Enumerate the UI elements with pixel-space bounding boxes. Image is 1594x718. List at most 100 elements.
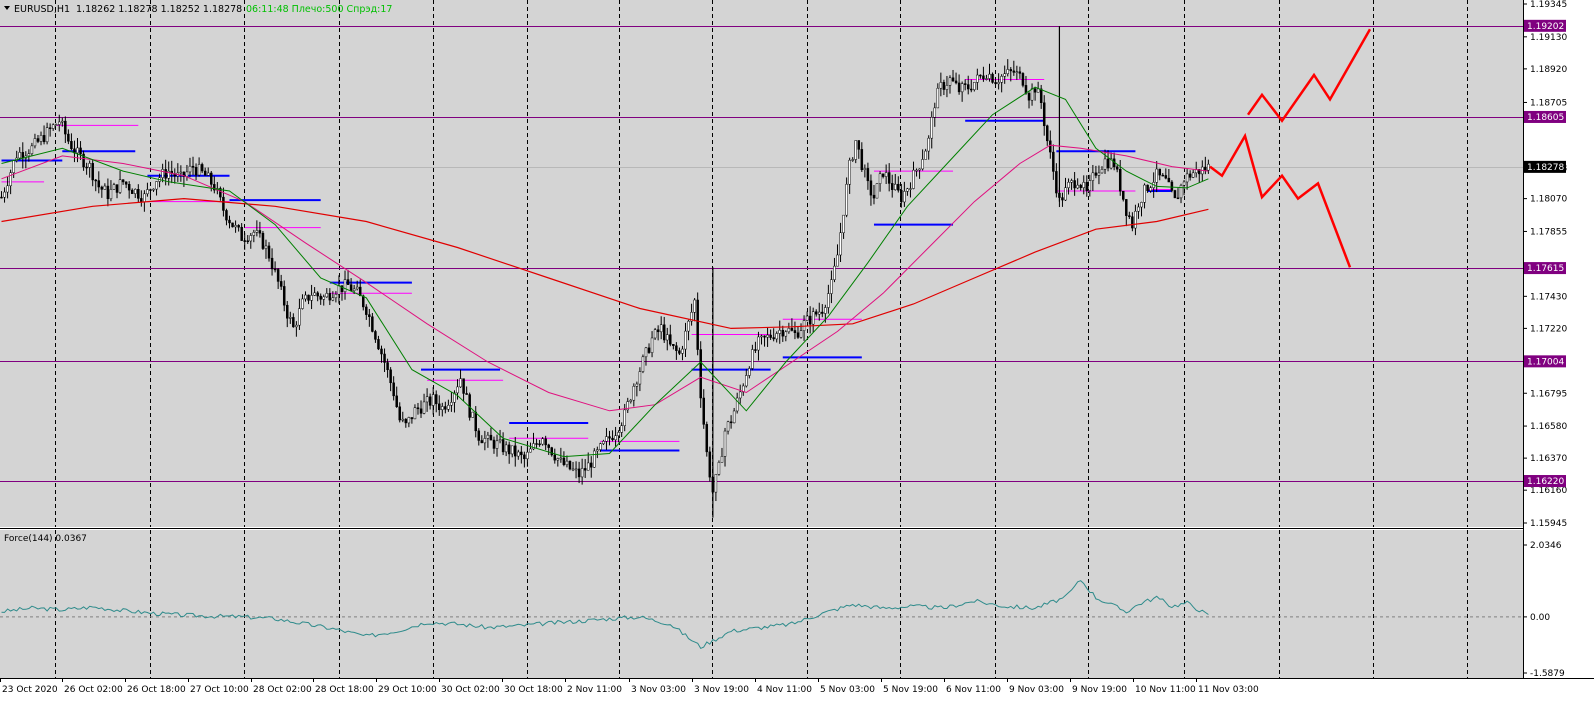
price-tick-label: 1.19130: [1530, 33, 1567, 43]
candle-body: [289, 317, 292, 319]
candle-body: [243, 240, 246, 242]
candle-body: [799, 330, 803, 338]
candle-body: [352, 288, 356, 292]
candle-body: [808, 315, 812, 325]
candle-body: [632, 386, 636, 401]
candle-body: [735, 397, 739, 412]
candle-body: [240, 226, 243, 241]
candle-body: [58, 121, 61, 125]
candle-body: [383, 353, 386, 363]
candle-body: [121, 179, 125, 183]
candle-body: [267, 245, 271, 259]
candle-body: [997, 82, 1000, 85]
candle-body: [991, 73, 994, 83]
candle-body: [27, 153, 31, 157]
candle-body: [6, 185, 9, 193]
candle-body: [270, 257, 274, 270]
candle-body: [605, 436, 608, 442]
candle-body: [641, 356, 645, 372]
candle-body: [331, 297, 335, 301]
price-tick-label: 1.16160: [1530, 486, 1567, 496]
ma-slow-line: [1, 197, 1209, 330]
candle-body: [1191, 172, 1195, 178]
candle-body: [1006, 69, 1009, 75]
candle-body: [988, 73, 991, 79]
candle-body: [1036, 88, 1040, 93]
candle-body: [872, 194, 876, 199]
force-indicator: [0, 580, 1523, 650]
candle-body: [76, 147, 79, 154]
candle-body: [258, 230, 262, 234]
candle-body: [973, 82, 976, 90]
candle-body: [185, 171, 189, 177]
candle-body: [538, 443, 541, 446]
candle-body: [842, 214, 845, 234]
candle-body: [514, 445, 517, 457]
price-tick-label: 1.18705: [1530, 98, 1567, 108]
candle-body: [127, 184, 131, 191]
candle-body: [465, 393, 468, 395]
candle-body: [42, 135, 46, 143]
candle-body: [930, 117, 933, 139]
candle-body: [547, 444, 550, 448]
candle-body: [328, 293, 332, 301]
candle-body: [568, 460, 572, 470]
candle-body: [745, 375, 748, 387]
time-tick-label: 2 Nov 11:00: [567, 685, 622, 695]
vertical-grid: [55, 0, 1468, 678]
candle-body: [134, 189, 137, 194]
level-price-badge: [1524, 110, 1566, 123]
candle-body: [507, 444, 511, 455]
candle-body: [751, 349, 754, 369]
candle-body: [833, 265, 836, 280]
candle-body: [386, 362, 389, 371]
candle-body: [191, 165, 195, 168]
indicator-panel[interactable]: [0, 530, 1523, 678]
candle-body: [292, 317, 295, 328]
candle-body: [431, 394, 435, 406]
candle-body: [210, 172, 213, 185]
candle-body: [1185, 173, 1189, 183]
candle-body: [325, 293, 329, 298]
candle-body: [1207, 163, 1210, 171]
candle-body: [787, 328, 791, 333]
candle-body: [976, 74, 979, 83]
candle-body: [36, 138, 40, 142]
candle-body: [763, 335, 766, 338]
candle-body: [118, 179, 122, 193]
candle-body: [1188, 173, 1192, 178]
candle-body: [623, 409, 626, 426]
candle-body: [1064, 187, 1067, 201]
candle-body: [1030, 88, 1034, 101]
candle-body: [672, 344, 675, 346]
candle-body: [109, 189, 113, 200]
candle-body: [444, 406, 447, 410]
candle-body: [1106, 158, 1110, 169]
candle-body: [203, 170, 207, 176]
candle-body: [1149, 187, 1152, 191]
candle-body: [438, 403, 441, 410]
candle-body: [167, 170, 170, 179]
level-price-label: 1.16220: [1527, 477, 1564, 487]
candle-body: [1052, 151, 1055, 172]
candle-body: [1073, 180, 1076, 189]
main-chart-panel[interactable]: [0, 0, 1523, 527]
candle-body: [520, 451, 523, 456]
candle-body: [1055, 171, 1058, 194]
candle-body: [425, 396, 429, 403]
candle-body: [933, 107, 937, 118]
candle-body: [1082, 182, 1085, 188]
candle-body: [1012, 70, 1016, 73]
collapse-arrow-icon[interactable]: [4, 6, 10, 10]
candle-body: [915, 169, 918, 172]
candle-body: [894, 183, 897, 190]
candle-body: [1137, 206, 1140, 212]
candle-body: [486, 434, 490, 439]
candle-body: [875, 183, 879, 199]
candle-body: [851, 159, 854, 161]
candle-body: [355, 286, 359, 290]
candle-body: [982, 75, 985, 80]
candle-body: [389, 369, 392, 384]
candle-body: [985, 78, 988, 80]
candle-body: [921, 159, 924, 170]
